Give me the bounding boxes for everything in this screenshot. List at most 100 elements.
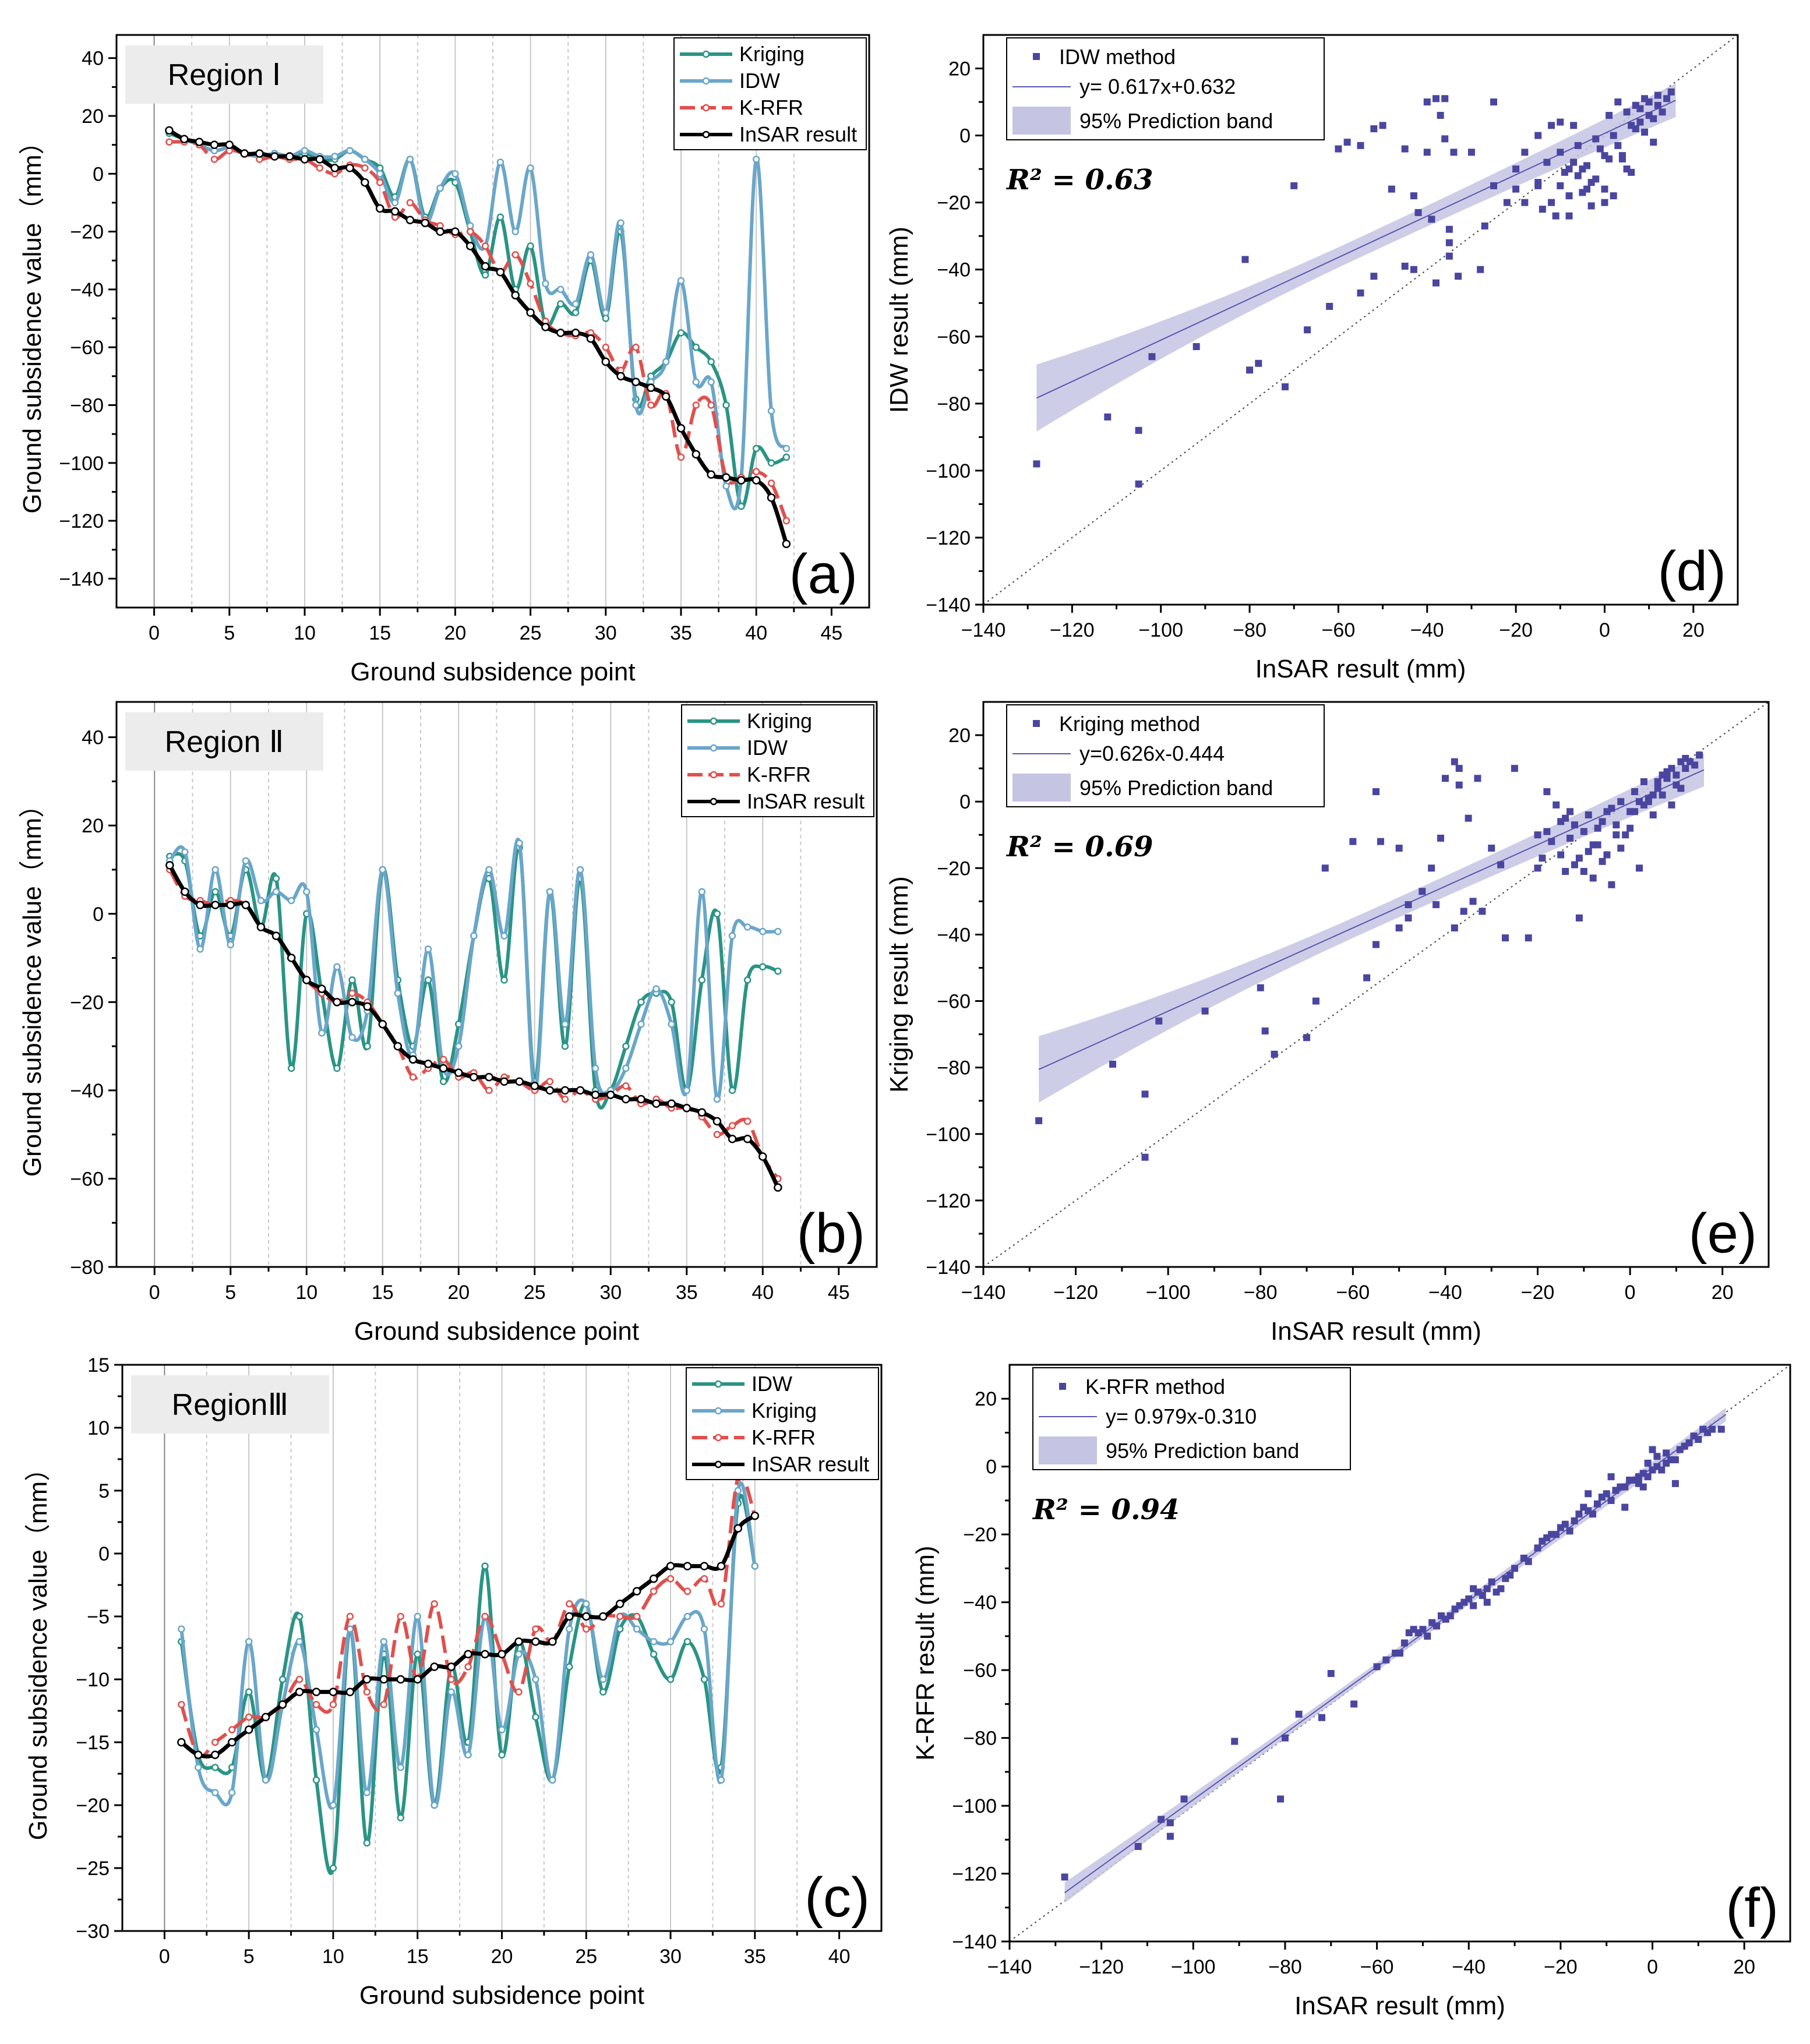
a-point bbox=[632, 401, 640, 409]
c-series-idw bbox=[179, 1494, 757, 1875]
d-scatter-point bbox=[1414, 209, 1422, 216]
c-y-tick-label: −30 bbox=[76, 1921, 110, 1943]
f-y-axis-title: K-RFR result (mm) bbox=[911, 1545, 940, 1760]
c-point bbox=[262, 1776, 270, 1784]
b-point bbox=[485, 1072, 493, 1082]
a-point bbox=[571, 329, 580, 337]
b-point bbox=[667, 1099, 676, 1108]
a-point bbox=[692, 378, 700, 386]
e-y-tick-label: −20 bbox=[937, 857, 971, 880]
b-point bbox=[379, 866, 386, 874]
e-y-tick-label: −80 bbox=[937, 1057, 971, 1079]
a-point bbox=[632, 343, 640, 351]
a-point bbox=[587, 251, 595, 259]
e-scatter-point bbox=[1617, 845, 1625, 852]
c-x-tick-label: 15 bbox=[407, 1946, 429, 1968]
a-point bbox=[677, 277, 685, 285]
c-series-kriging bbox=[179, 1481, 757, 1810]
c-point bbox=[346, 1612, 354, 1621]
b-point bbox=[317, 984, 326, 993]
b-point bbox=[698, 976, 706, 984]
b-legend-label: InSAR result bbox=[747, 789, 865, 813]
e-identity-line bbox=[983, 701, 1769, 1268]
e-scatter-point bbox=[1649, 791, 1657, 799]
a-point bbox=[647, 401, 655, 409]
c-legend-marker bbox=[714, 1434, 722, 1442]
a-point bbox=[465, 242, 475, 250]
b-point bbox=[256, 923, 266, 931]
d-scatter-point bbox=[1290, 182, 1298, 189]
b-point bbox=[196, 945, 204, 953]
d-scatter-point bbox=[1583, 162, 1590, 170]
a-point bbox=[511, 228, 520, 235]
a-point bbox=[661, 392, 671, 401]
b-point bbox=[516, 839, 523, 847]
c-legend-marker bbox=[714, 1460, 722, 1468]
b-point bbox=[500, 1077, 509, 1086]
a-point bbox=[481, 242, 489, 250]
d-scatter-point bbox=[1241, 256, 1249, 263]
e-scatter-point bbox=[1363, 974, 1371, 982]
b-x-tick-label: 45 bbox=[828, 1282, 850, 1304]
a-point bbox=[602, 343, 610, 351]
b-point bbox=[652, 985, 660, 993]
e-scatter-point bbox=[1580, 828, 1587, 835]
b-point bbox=[363, 1002, 372, 1011]
c-point bbox=[615, 1600, 624, 1608]
f-y-tick-label: −40 bbox=[963, 1592, 997, 1614]
f-scatter-point bbox=[1671, 1480, 1679, 1487]
e-scatter-point bbox=[1668, 801, 1675, 809]
f-scatter-point bbox=[1593, 1500, 1601, 1508]
panel-b: 0 5 10 15 20 25 30 35 40 45 −80 −60 −40 −20 0 20 40 Groun… bbox=[18, 701, 878, 1346]
c-point bbox=[531, 1637, 540, 1646]
d-x-tick-label: −20 bbox=[1499, 619, 1533, 641]
f-scatter-point bbox=[1663, 1449, 1670, 1457]
b-point bbox=[668, 1020, 675, 1028]
b-point bbox=[697, 1108, 707, 1117]
a-point bbox=[527, 242, 534, 250]
c-x-tick-label: 30 bbox=[659, 1946, 682, 1968]
e-scatter-point bbox=[1035, 1117, 1043, 1124]
b-x-tick-label: 0 bbox=[149, 1282, 160, 1304]
c-point bbox=[700, 1625, 708, 1633]
e-scatter-point bbox=[1617, 798, 1625, 806]
b-point bbox=[470, 932, 478, 940]
c-point bbox=[430, 1662, 439, 1671]
d-scatter-point bbox=[1570, 122, 1578, 129]
b-point bbox=[758, 1152, 767, 1161]
f-scatter-point bbox=[1607, 1496, 1615, 1504]
b-point bbox=[500, 932, 508, 940]
e-scatter-point bbox=[1580, 868, 1587, 875]
f-scatter-point bbox=[1277, 1795, 1285, 1803]
c-y-tick-label: −5 bbox=[87, 1606, 110, 1628]
a-point bbox=[436, 184, 444, 192]
a-point bbox=[390, 207, 400, 216]
f-scatter-point bbox=[1589, 1510, 1597, 1518]
d-scatter-point bbox=[1654, 91, 1661, 99]
b-point bbox=[393, 1042, 403, 1051]
c-point bbox=[498, 1726, 506, 1734]
c-point bbox=[700, 1562, 709, 1570]
f-scatter-point bbox=[1382, 1656, 1390, 1664]
c-point bbox=[244, 1725, 253, 1734]
d-scatter-point bbox=[1548, 122, 1555, 129]
c-point bbox=[329, 1801, 337, 1809]
c-point bbox=[700, 1675, 708, 1683]
e-prediction-band bbox=[1039, 753, 1704, 1103]
e-scatter-point bbox=[1631, 808, 1639, 816]
c-legend-label: IDW bbox=[751, 1372, 792, 1396]
d-scatter-point bbox=[1650, 139, 1657, 146]
b-point bbox=[424, 976, 432, 984]
e-x-tick-label: −100 bbox=[1146, 1282, 1191, 1304]
d-scatter-point bbox=[1557, 149, 1564, 156]
f-scatter-point bbox=[1621, 1483, 1629, 1491]
e-scatter-point bbox=[1575, 855, 1583, 862]
f-scatter-point bbox=[1539, 1537, 1546, 1545]
b-y-tick-label: −20 bbox=[70, 991, 104, 1014]
b-point bbox=[622, 1082, 630, 1090]
a-point bbox=[767, 493, 776, 502]
c-point bbox=[211, 1789, 219, 1796]
e-scatter-point bbox=[1682, 765, 1689, 772]
a-legend-label: InSAR result bbox=[739, 122, 857, 146]
b-point bbox=[287, 896, 295, 905]
